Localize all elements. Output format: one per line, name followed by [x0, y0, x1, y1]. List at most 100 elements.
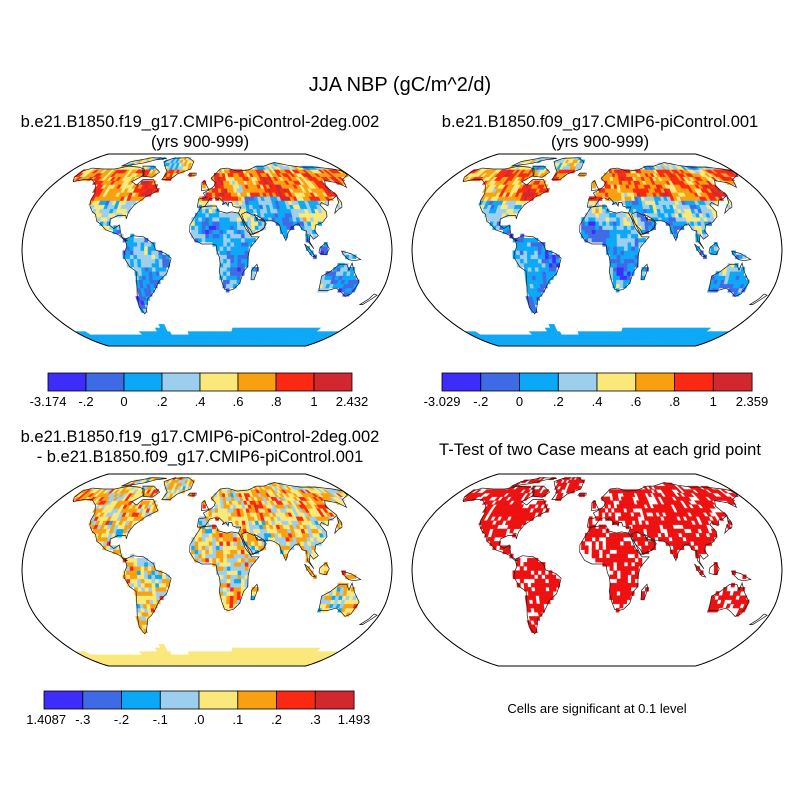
coastline-arctic-islands	[511, 157, 557, 167]
colorbar-tick-label: .6	[630, 394, 641, 409]
colorbar-tick-label: .4	[195, 394, 206, 409]
significance-note: Cells are significant at 0.1 level	[507, 701, 687, 716]
colorbar-tick-label: -1.4087	[26, 712, 66, 727]
colorbar-tick-label: .2	[553, 394, 564, 409]
colorbar-swatch	[635, 372, 676, 392]
panel-1-title-line2: (yrs 900-999)	[150, 133, 250, 151]
colorbar-panel-1: -3.174 -.2 0 .2 .4 .6 .8 1 2.432	[30, 372, 368, 409]
coastlines	[462, 477, 768, 635]
coastline-sumatra	[304, 563, 317, 578]
coastline-madagascar	[640, 263, 649, 281]
colorbar-tick-label: .2	[157, 394, 168, 409]
colorbar-tick-label: .1	[232, 712, 243, 727]
colorbar-tick-label: .2	[271, 712, 282, 727]
coastline-japan	[724, 516, 733, 535]
coastline-iceland	[187, 492, 197, 496]
coastline-arabia	[241, 211, 266, 235]
coastline-africa	[579, 525, 650, 611]
coastline-sumatra	[304, 243, 317, 258]
coastline-new-guinea	[340, 570, 362, 582]
coastline-eurasia	[586, 482, 738, 570]
colorbar-tick-label: -.2	[473, 394, 488, 409]
coastline-africa	[579, 205, 650, 291]
coastline-new-zealand	[748, 293, 768, 305]
colorbar-swatch	[237, 690, 278, 710]
colorbar-tick-label: 1	[710, 394, 717, 409]
coastline-new-guinea	[730, 570, 752, 582]
coastline-arctic-islands	[121, 157, 167, 167]
colorbar-swatch	[159, 690, 200, 710]
colorbar-tick-label: -.2	[78, 394, 93, 409]
colorbar-swatch	[198, 690, 239, 710]
colorbar-swatch	[519, 372, 559, 392]
coastline-new-zealand	[748, 613, 768, 625]
coastline-iceland	[577, 172, 587, 176]
colorbar-swatch	[85, 372, 125, 392]
coastline-australia	[318, 262, 360, 297]
colorbar-swatch	[314, 690, 355, 710]
coastline-sumatra	[694, 563, 707, 578]
coastline-baffin	[532, 485, 551, 498]
colorbar-swatch	[43, 690, 84, 710]
coastline-sumatra	[694, 243, 707, 258]
colorbar-tick-label: 0	[120, 394, 127, 409]
coastline-greenland	[551, 157, 585, 180]
colorbar-swatch	[313, 372, 353, 392]
colorbar-swatch	[121, 690, 161, 710]
coastline-iceland	[187, 172, 197, 176]
coastline-arabia	[241, 531, 266, 555]
coastline-new-zealand	[358, 613, 378, 625]
coastline-arctic-islands	[121, 477, 167, 487]
coastline-eurasia	[196, 162, 348, 250]
coastline-eurasia	[586, 162, 738, 250]
colorbar-swatch	[47, 372, 87, 392]
panel-1-title-line1: b.e21.B1850.f19_g17.CMIP6-piControl-2deg…	[20, 113, 380, 131]
coastlines	[72, 477, 378, 635]
coastline-australia	[318, 582, 360, 617]
colorbar-tick-label: -3.029	[424, 394, 460, 409]
map-panel-4	[411, 473, 783, 667]
colorbar-tick-label: -3.174	[30, 394, 66, 409]
colorbar-swatch	[674, 372, 714, 392]
coastlines	[462, 157, 768, 315]
figure-title: JJA NBP (gC/m^2/d)	[308, 74, 492, 96]
coastline-arabia	[631, 531, 656, 555]
coastline-africa	[189, 525, 260, 611]
colorbar-swatch	[123, 372, 163, 392]
coastline-new-guinea	[340, 250, 362, 262]
map-panel-2	[411, 153, 783, 347]
coastline-japan	[334, 516, 343, 535]
colorbar-tick-label: .4	[592, 394, 603, 409]
colorbar-swatch	[161, 372, 201, 392]
coastline-eurasia	[196, 482, 348, 570]
colorbar-swatch	[275, 372, 315, 392]
coastline-greenland	[161, 157, 195, 180]
coastline-africa	[189, 205, 260, 291]
coastline-madagascar	[250, 263, 259, 281]
globe-outline	[411, 473, 783, 667]
coastline-north-america	[72, 485, 159, 561]
coastline-borneo	[708, 242, 720, 256]
colorbar-tick-label: .8	[669, 394, 680, 409]
panel-4-title: T-Test of two Case means at each grid po…	[400, 440, 800, 460]
coastline-japan	[334, 196, 343, 215]
coastline-baffin	[142, 165, 161, 178]
colorbar-tick-label: 0	[516, 394, 523, 409]
colorbar-swatch	[82, 690, 122, 710]
colorbar-tick-label: -.2	[114, 712, 129, 727]
coastline-arabia	[631, 211, 656, 235]
coastlines	[72, 157, 378, 315]
colorbar-swatch	[237, 372, 277, 392]
coastline-madagascar	[250, 583, 259, 601]
coastline-baffin	[532, 165, 551, 178]
coastline-australia	[708, 262, 750, 297]
panel-2-title-line2: (yrs 900-999)	[550, 133, 650, 151]
colorbar-panel-2: -3.029 -.2 0 .2 .4 .6 .8 1 2.359	[424, 372, 768, 409]
coastline-uk	[201, 180, 210, 192]
colorbar-swatch	[441, 372, 482, 392]
coastline-borneo	[708, 562, 720, 576]
colorbar-swatch	[596, 372, 637, 392]
coastline-uk	[591, 180, 600, 192]
coastline-iceland	[577, 492, 587, 496]
coastline-arctic-islands	[511, 477, 557, 487]
